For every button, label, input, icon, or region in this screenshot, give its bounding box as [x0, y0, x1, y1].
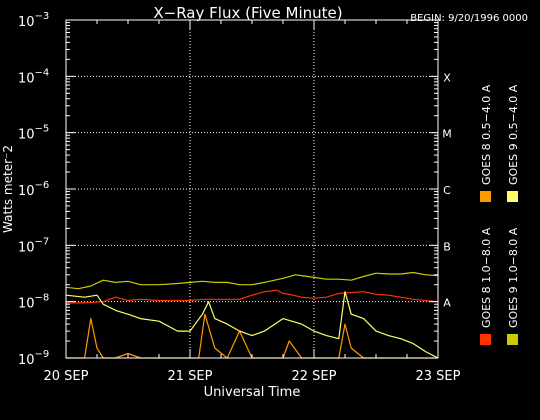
flare-class-label: A: [443, 297, 451, 310]
axis-layer: A B C M X 10−9 10−8 10−7 10−6 10−5 10−4 10−3 20 SEP 2…: [18, 11, 461, 384]
flare-class-label: B: [443, 240, 451, 253]
y-tick-label: 10−3: [18, 11, 49, 30]
legend-label: GOES 9 0.5−4.0 A: [507, 84, 520, 185]
flare-class-label: X: [443, 71, 451, 84]
x-axis-label: Universal Time: [204, 385, 301, 400]
series-line-3: [65, 271, 439, 290]
legend-label: GOES 8 1.0−8.0 A: [480, 227, 493, 328]
grid-layer: [66, 20, 438, 358]
flare-class-label: M: [442, 128, 452, 141]
x-tick-label: 23 SEP: [416, 369, 461, 384]
legend: GOES 8 1.0−8.0 A GOES 8 0.5−4.0 A GOES 9 1…: [480, 84, 520, 345]
y-tick-label: 10−5: [18, 124, 49, 143]
legend-swatch: [507, 334, 518, 345]
series-line-1: [66, 289, 439, 304]
begin-label: BEGIN: 9/20/1996 0000: [410, 13, 528, 24]
y-tick-label: 10−9: [18, 349, 49, 368]
series-line-4: [65, 291, 439, 359]
legend-swatch: [480, 191, 491, 202]
x-tick-label: 21 SEP: [168, 369, 213, 384]
flare-class-label: C: [443, 184, 451, 197]
chart-title: X−Ray Flux (Five Minute): [153, 4, 342, 22]
y-axis-label: Watts meter⁻2: [1, 145, 15, 233]
y-tick-label: 10−4: [18, 67, 49, 86]
y-tick-label: 10−8: [18, 293, 49, 312]
legend-swatch: [480, 334, 491, 345]
y-tick-label: 10−6: [18, 180, 49, 199]
x-tick-label: 22 SEP: [292, 369, 337, 384]
legend-label: GOES 9 1.0−8.0 A: [507, 227, 520, 328]
legend-swatch: [507, 191, 518, 202]
legend-label: GOES 8 0.5−4.0 A: [480, 84, 493, 185]
x-tick-label: 20 SEP: [44, 369, 89, 384]
y-tick-label: 10−7: [18, 236, 49, 255]
